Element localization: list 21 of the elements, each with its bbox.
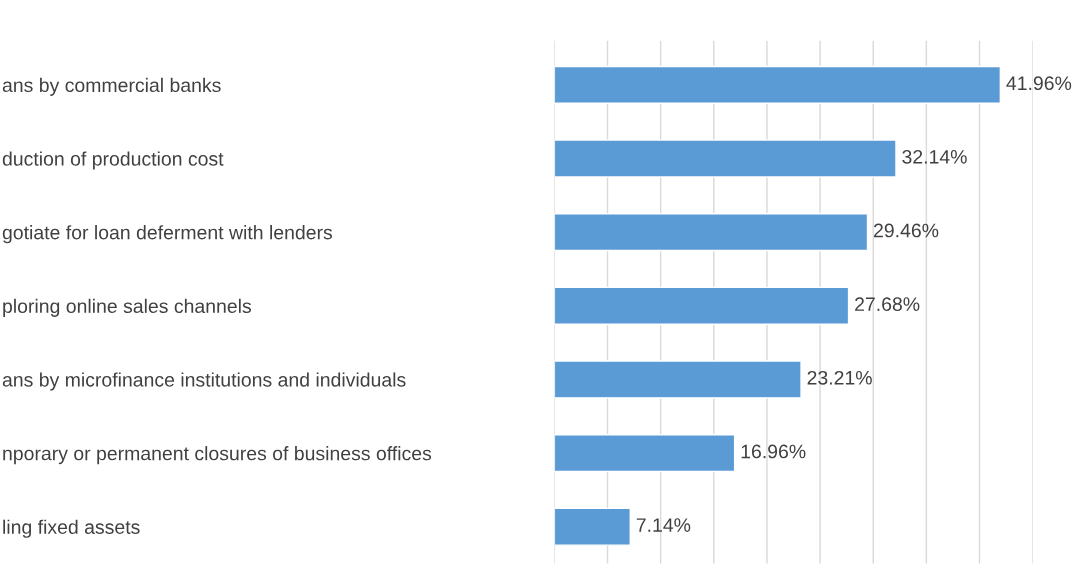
bar [554, 286, 850, 325]
data-label: 32.14% [902, 149, 967, 164]
bar [554, 213, 869, 252]
bar [554, 65, 1002, 104]
bar [554, 507, 631, 546]
y-tick-label: gotiate for loan deferment with lenders [2, 225, 333, 244]
y-tick-label: ans by commercial banks [2, 77, 221, 96]
bar [554, 360, 802, 399]
data-label: 23.21% [807, 370, 872, 385]
bar [554, 433, 736, 473]
data-label: 29.46% [874, 223, 939, 238]
y-tick-label: ling fixed assets [3, 519, 140, 538]
bar [554, 139, 897, 178]
data-label: 16.96% [741, 444, 806, 459]
y-tick-label: ploring online sales channels [3, 298, 251, 317]
y-tick-label: duction of production cost [2, 151, 224, 170]
y-tick-label: ans by microfinance institutions and individuals [2, 372, 406, 391]
data-label: 7.14% [636, 518, 691, 532]
y-tick-label: nporary or permanent closures of business offices [3, 446, 432, 465]
data-label: 41.96% [1006, 76, 1072, 91]
data-label: 27.68% [855, 297, 920, 312]
